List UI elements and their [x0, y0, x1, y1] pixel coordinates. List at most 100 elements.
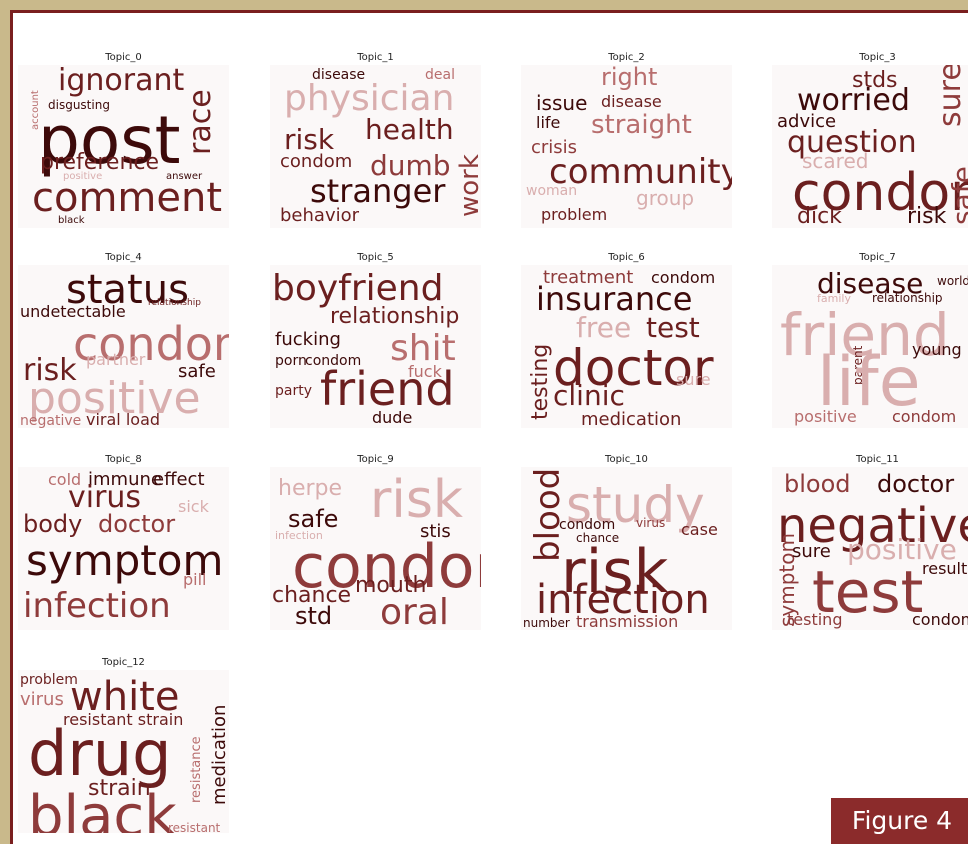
cloud-word: disgusting: [48, 98, 110, 112]
cloud-word: virus: [20, 689, 64, 710]
cloud-word: white: [70, 674, 179, 720]
panel-title: Topic_1: [356, 52, 394, 63]
cloud-word: parent: [851, 345, 865, 385]
cloud-word: dumb: [370, 149, 451, 182]
cloud-word: status: [66, 267, 189, 313]
cloud-word: drug: [28, 717, 172, 790]
panel-title: Topic_10: [604, 454, 648, 465]
cloud-word: stis: [420, 521, 451, 542]
cloud-word: partner: [86, 350, 146, 369]
cloud-word: problem: [541, 205, 607, 224]
cloud-word: shit: [390, 328, 456, 369]
panel-title: Topic_6: [607, 252, 645, 263]
cloud-word: ignorant: [58, 63, 184, 98]
cloud-word: advice: [777, 111, 836, 132]
cloud-word: positive: [28, 373, 201, 424]
panel-background: [270, 265, 481, 428]
panel-background: [18, 65, 229, 228]
cloud-word: strain: [88, 776, 151, 801]
cloud-word: question: [787, 125, 917, 160]
panel-background: [521, 467, 732, 630]
cloud-word: body: [23, 510, 82, 538]
cloud-word: std: [295, 602, 332, 630]
panel-background: [772, 467, 968, 630]
panel-background: [18, 670, 229, 833]
cloud-word: community: [549, 152, 741, 192]
cloud-word: treatment: [543, 267, 633, 288]
panel-title: Topic_7: [858, 252, 896, 263]
word-cloud: right issue disease life straight crisiscommu…: [526, 65, 741, 224]
cloud-word: stranger: [310, 172, 446, 210]
cloud-word: undetectable: [20, 302, 126, 321]
panel-title: Topic_3: [858, 52, 896, 63]
panel-title: Topic_11: [855, 454, 899, 465]
topic-panel: Topic_2 right issue disease life straight cris…: [521, 52, 741, 228]
panel-title: Topic_2: [607, 52, 645, 63]
cloud-word: condom: [73, 317, 258, 371]
cloud-word: problem: [20, 672, 78, 688]
cloud-word: virus: [68, 480, 141, 515]
cloud-word: condom: [651, 268, 715, 287]
cloud-word: behavior: [280, 205, 360, 226]
cloud-word: world: [937, 274, 968, 288]
cloud-word: chance: [576, 531, 619, 545]
cloud-word: sure: [933, 62, 968, 127]
cloud-word: negative: [20, 413, 81, 429]
cloud-word: resistance: [189, 736, 204, 803]
cloud-word: black: [58, 215, 85, 226]
cloud-word: test: [812, 558, 923, 626]
cloud-word: cold: [48, 470, 81, 489]
cloud-word: woman: [526, 183, 577, 199]
cloud-word: virus: [636, 516, 665, 530]
panel-background: [18, 467, 229, 630]
cloud-word: condom: [559, 517, 615, 533]
cloud-word: condom: [912, 610, 968, 629]
cloud-word: condom: [305, 353, 361, 369]
panel-background: [772, 65, 968, 228]
panel-background: [521, 265, 732, 428]
cloud-word: issue: [536, 91, 587, 115]
cloud-word: symptom: [26, 536, 223, 585]
cloud-word: risk: [907, 204, 947, 229]
cloud-word: result: [922, 559, 967, 578]
cloud-word: viral load: [86, 410, 160, 429]
panel-background: [521, 65, 732, 228]
cloud-word: medication: [581, 409, 681, 430]
cloud-word: free: [576, 311, 631, 344]
cloud-word: family: [817, 292, 851, 305]
cloud-word: sure: [676, 370, 711, 389]
cloud-word: infection: [23, 586, 171, 626]
cloud-word: risk: [370, 470, 463, 530]
cloud-word: account: [30, 90, 41, 130]
cloud-word: scared: [802, 149, 868, 173]
cloud-word: risk: [561, 537, 669, 607]
cloud-word: race: [183, 89, 218, 155]
cloud-word: condom: [280, 151, 352, 172]
cloud-word: positive: [847, 533, 957, 566]
cloud-word: young: [912, 340, 962, 359]
cloud-word: insurance: [536, 280, 692, 318]
cloud-word: doctor: [553, 339, 714, 397]
cloud-word: herpe: [278, 476, 342, 501]
cloud-word: blood: [528, 468, 568, 562]
cloud-word: boyfriend: [272, 268, 443, 309]
cloud-word: friend: [320, 362, 455, 416]
cloud-word: comment: [32, 175, 222, 221]
cloud-word: testing: [528, 344, 553, 420]
cloud-word: dick: [797, 204, 842, 229]
cloud-word: oral: [380, 592, 449, 633]
cloud-word: safe: [946, 166, 968, 225]
